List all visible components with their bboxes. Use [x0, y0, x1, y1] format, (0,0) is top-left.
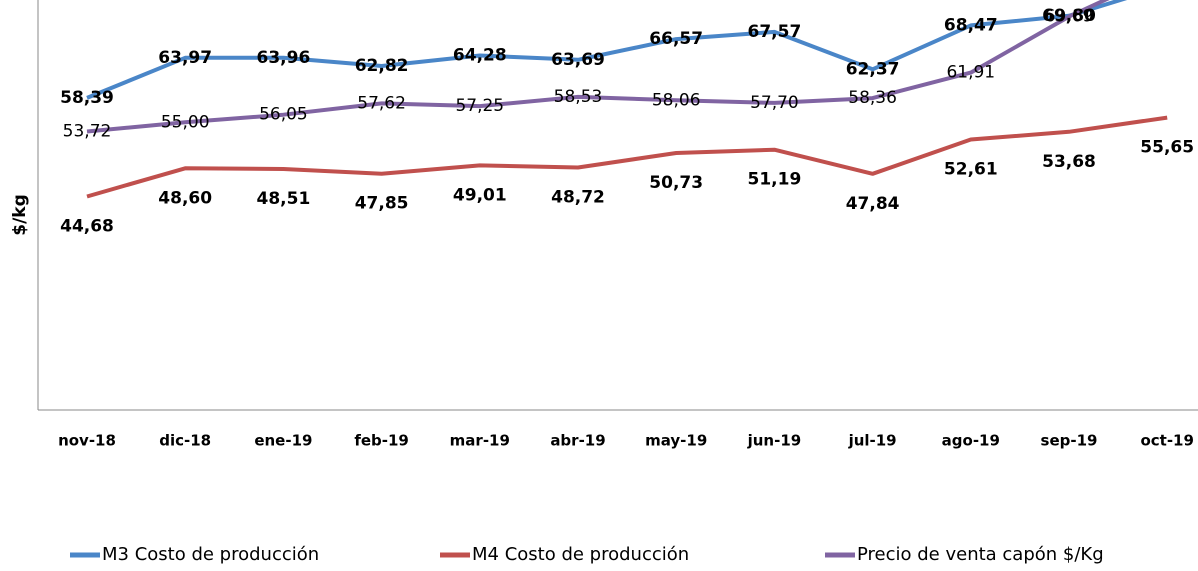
data-label: 44,68 — [60, 217, 114, 237]
x-tick-label: sep-19 — [1041, 432, 1098, 450]
data-label: 58,53 — [554, 87, 603, 107]
data-label: 68,47 — [944, 15, 998, 35]
x-tick-label: ene-19 — [254, 432, 312, 450]
x-tick-label: ago-19 — [942, 432, 1000, 450]
data-label: 48,51 — [257, 189, 311, 209]
data-label: 58,36 — [848, 88, 897, 108]
data-label: 48,72 — [551, 187, 605, 207]
x-tick-label: jun-19 — [747, 432, 802, 450]
x-tick-label: mar-19 — [450, 432, 510, 450]
data-label: 52,61 — [944, 159, 998, 179]
x-tick-label: jul-19 — [848, 432, 897, 450]
data-label: 63,97 — [158, 48, 212, 68]
data-label: 63,96 — [257, 48, 311, 68]
data-label: 58,39 — [60, 88, 114, 108]
series-line — [86, 0, 1128, 100]
data-label: 50,73 — [649, 173, 703, 193]
data-label: 55,65 — [1140, 138, 1194, 158]
data-label: 64,28 — [453, 46, 507, 66]
data-label: 61,91 — [946, 63, 995, 83]
data-label: 57,62 — [357, 93, 406, 113]
x-tick-label: abr-19 — [550, 432, 605, 450]
series-line — [86, 115, 1168, 199]
data-label: 53,72 — [63, 121, 112, 141]
data-label: 51,19 — [748, 170, 802, 190]
data-label: 69,80 — [1042, 6, 1096, 26]
legend-label: M4 Costo de producción — [472, 544, 689, 565]
x-tick-label: may-19 — [645, 432, 707, 450]
data-label: 57,25 — [455, 96, 504, 116]
series-line — [86, 0, 1110, 134]
x-tick-label: dic-18 — [159, 432, 211, 450]
data-label: 67,57 — [748, 22, 802, 42]
data-label: 62,82 — [355, 56, 409, 76]
data-label: 53,68 — [1042, 152, 1096, 172]
data-label: 62,37 — [846, 59, 900, 79]
data-label: 49,01 — [453, 185, 507, 205]
plot-area — [86, 0, 1168, 199]
data-label: 69,69 — [1045, 7, 1094, 27]
data-label: 47,85 — [355, 194, 409, 214]
x-tick-label: feb-19 — [354, 432, 409, 450]
data-label: 66,57 — [649, 29, 703, 49]
data-label: 47,84 — [846, 194, 900, 214]
data-label: 55,00 — [161, 112, 210, 132]
data-label: 57,70 — [750, 93, 799, 113]
legend-label: Precio de venta capón $/Kg — [857, 544, 1104, 565]
data-label: 48,60 — [158, 188, 212, 208]
data-label: 56,05 — [259, 105, 308, 125]
data-label: 58,06 — [652, 90, 701, 110]
data-label: 63,69 — [551, 50, 605, 70]
y-axis-label: $/kg — [10, 194, 30, 236]
x-tick-label: nov-18 — [58, 432, 116, 450]
legend-label: M3 Costo de producción — [102, 544, 319, 565]
x-tick-label: oct-19 — [1140, 432, 1193, 450]
